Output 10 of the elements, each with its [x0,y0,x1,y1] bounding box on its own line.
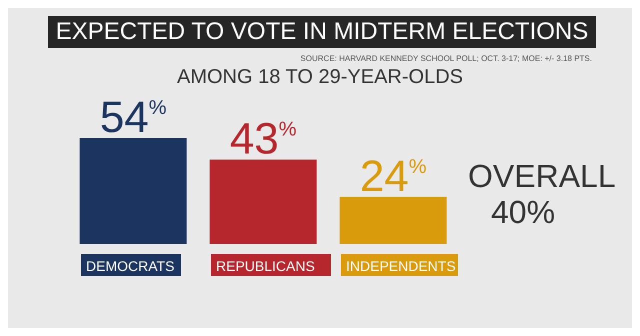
x-tick-label: INDEPENDENTS [346,258,456,274]
source-note: SOURCE: HARVARD KENNEDY SCHOOL POLL; OCT. 3-17; MOE: +/- 3.18 PTS. [300,54,592,63]
chart-subtitle: AMONG 18 TO 29-YEAR-OLDS [176,66,464,89]
x-tick-label: REPUBLICANS [216,258,315,274]
data-label: 24$^{%}$ [360,152,427,201]
annotation: OVERALL 40% [468,158,616,230]
data-label: 43$^{%}$ [230,114,297,164]
x-tick-label: DEMOCRATS [86,258,174,274]
data-label: 54$^{%}$ [100,93,167,142]
chart-title: EXPECTED TO VOTE IN MIDTERM ELECTIONS [48,16,596,48]
